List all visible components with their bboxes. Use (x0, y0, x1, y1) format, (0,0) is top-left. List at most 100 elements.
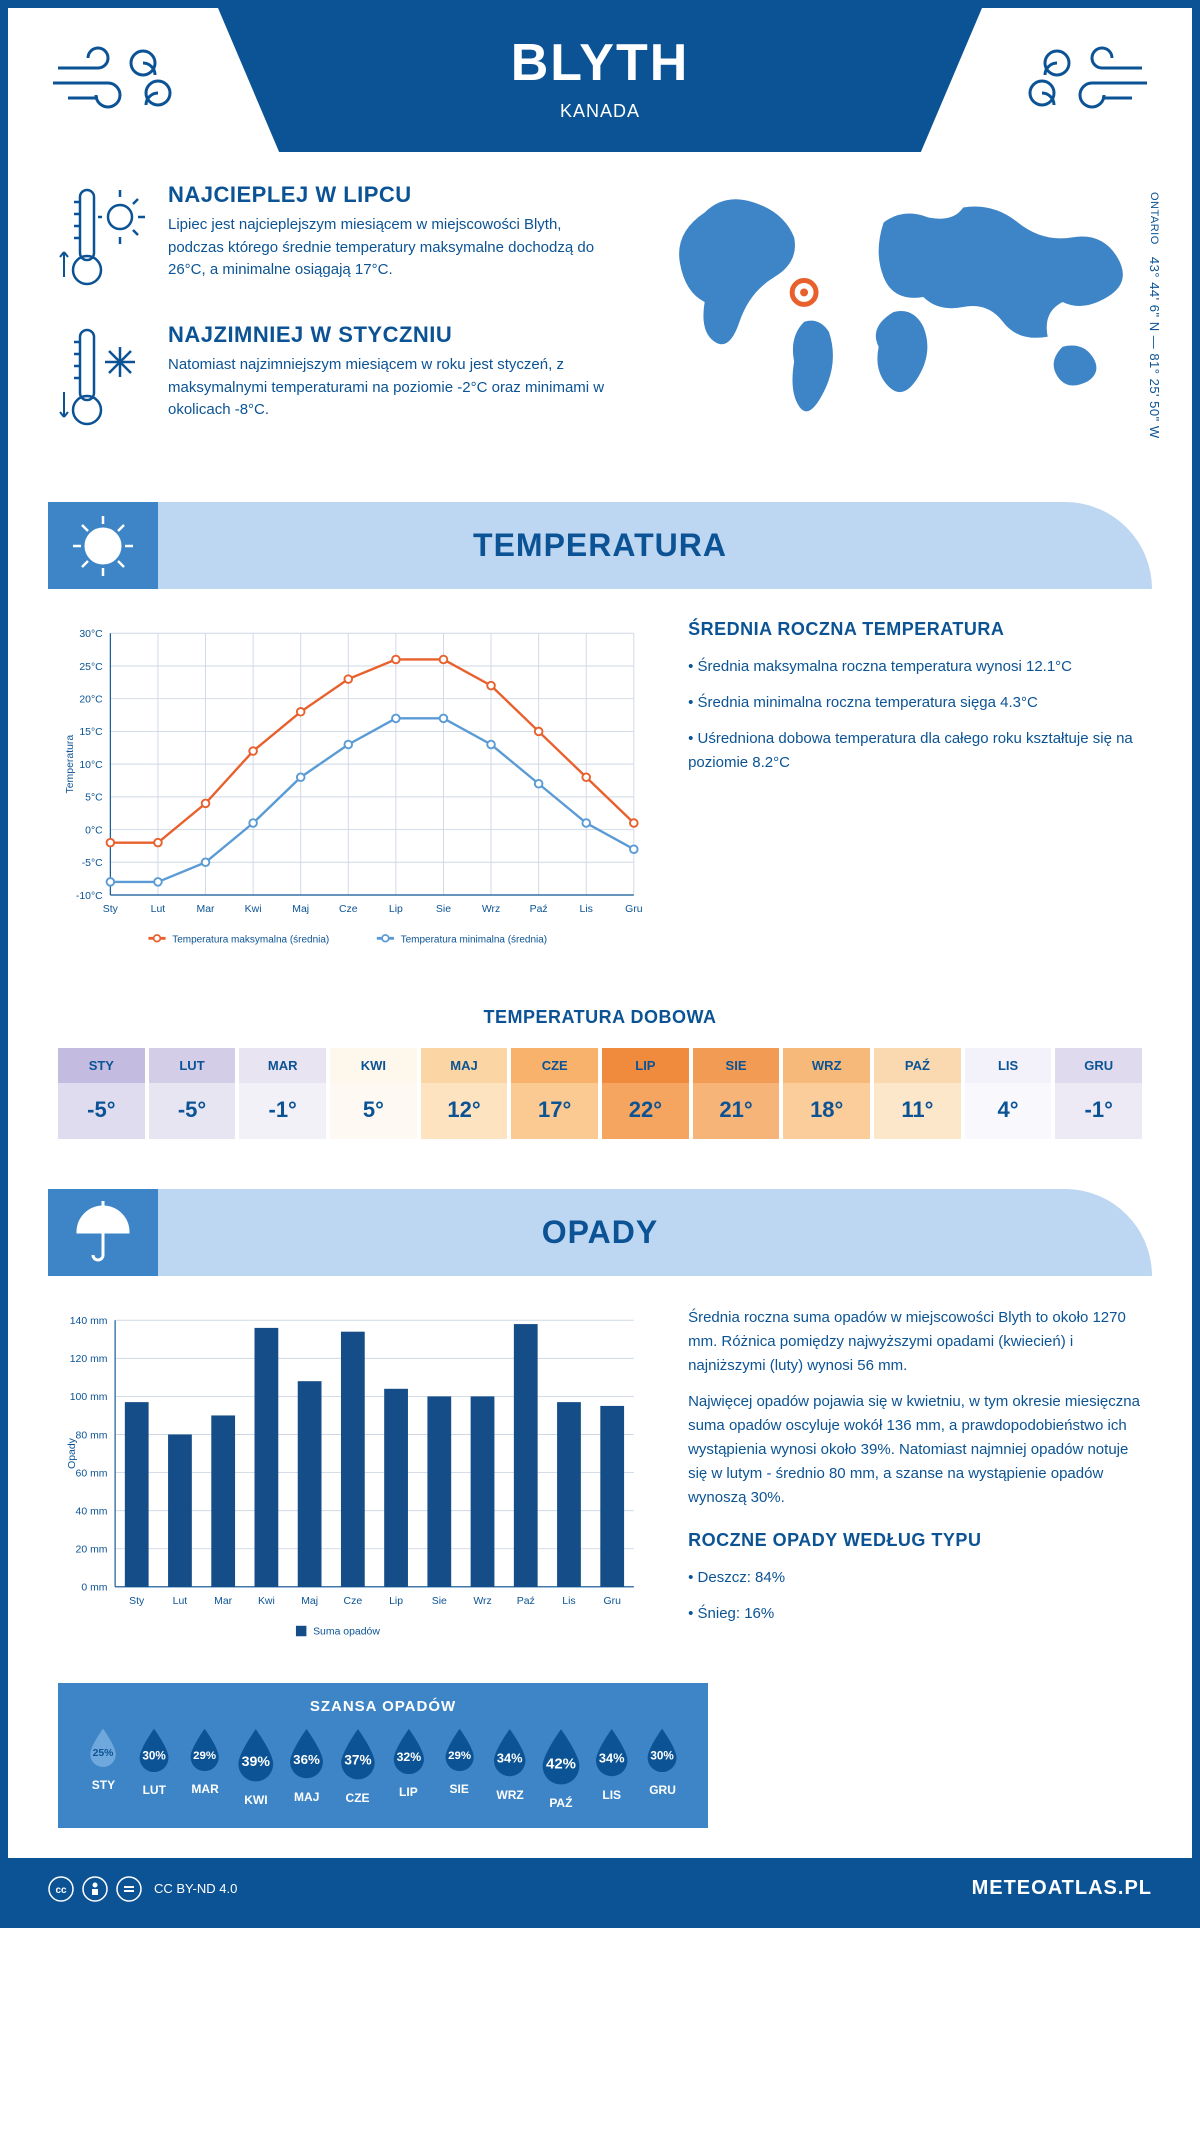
svg-text:Kwi: Kwi (245, 904, 262, 915)
svg-text:Lut: Lut (173, 1596, 188, 1607)
rain-type-2: • Śnieg: 16% (688, 1602, 1142, 1626)
rain-bar-chart: 0 mm20 mm40 mm60 mm80 mm100 mm120 mm140 … (58, 1306, 648, 1649)
rain-section-head: OPADY (48, 1189, 1152, 1276)
wind-icon-left (48, 28, 188, 128)
rain-prob-cell: 34% LIS (586, 1727, 637, 1810)
svg-text:Cze: Cze (339, 904, 358, 915)
rain-prob-cell: 30% GRU (637, 1727, 688, 1810)
svg-text:29%: 29% (194, 1750, 217, 1762)
rain-side-p1: Średnia roczna suma opadów w miejscowośc… (688, 1306, 1142, 1378)
temperature-line-chart: -10°C-5°C0°C5°C10°C15°C20°C25°C30°CStyLu… (58, 619, 648, 962)
svg-text:Mar: Mar (214, 1596, 233, 1607)
page-subtitle: KANADA (278, 101, 922, 122)
footer: cc CC BY-ND 4.0 METEOATLAS.PL (8, 1858, 1192, 1920)
svg-text:Kwi: Kwi (258, 1596, 275, 1607)
raindrop-icon: 29% (187, 1727, 222, 1771)
raindrop-icon: 32% (390, 1727, 428, 1774)
rain-type-title: ROCZNE OPADY WEDŁUG TYPU (688, 1530, 1142, 1551)
svg-text:0°C: 0°C (85, 825, 103, 836)
raindrop-icon: 34% (490, 1727, 529, 1776)
raindrop-icon: 29% (442, 1727, 477, 1771)
cold-title: NAJZIMNIEJ W STYCZNIU (168, 322, 605, 348)
svg-text:Sty: Sty (129, 1596, 145, 1607)
svg-text:cc: cc (55, 1885, 67, 1896)
umbrella-icon (68, 1197, 138, 1267)
svg-text:120 mm: 120 mm (70, 1354, 108, 1365)
daily-temp-cell: GRU-1° (1055, 1048, 1142, 1139)
rain-prob-cell: 25% STY (78, 1727, 129, 1810)
temperature-side: ŚREDNIA ROCZNA TEMPERATURA • Średnia mak… (688, 619, 1142, 967)
svg-text:30°C: 30°C (79, 629, 103, 640)
rain-title: OPADY (48, 1214, 1152, 1251)
temp-side-p1: • Średnia maksymalna roczna temperatura … (688, 655, 1142, 679)
raindrop-icon: 34% (592, 1727, 631, 1776)
sun-icon (68, 511, 138, 581)
svg-text:140 mm: 140 mm (70, 1316, 108, 1327)
daily-temp-cell: LUT-5° (149, 1048, 236, 1139)
daily-temp-cell: CZE17° (511, 1048, 598, 1139)
daily-temp-cell: WRZ18° (783, 1048, 870, 1139)
rain-prob-cell: 36% MAJ (281, 1727, 332, 1810)
license-text: CC BY-ND 4.0 (154, 1881, 237, 1896)
raindrop-icon: 42% (538, 1727, 584, 1785)
svg-text:Maj: Maj (301, 1596, 318, 1607)
temp-side-p3: • Uśredniona dobowa temperatura dla całe… (688, 727, 1142, 775)
warm-block: NAJCIEPLEJ W LIPCU Lipiec jest najcieple… (58, 182, 605, 292)
svg-text:Gru: Gru (625, 904, 643, 915)
svg-text:Lis: Lis (580, 904, 593, 915)
svg-text:0 mm: 0 mm (81, 1582, 107, 1593)
svg-text:40 mm: 40 mm (76, 1506, 108, 1517)
svg-text:30%: 30% (651, 1750, 675, 1763)
svg-text:10°C: 10°C (79, 760, 103, 771)
svg-text:Sie: Sie (436, 904, 451, 915)
thermometer-sun-icon (58, 182, 148, 292)
temperature-chart-row: -10°C-5°C0°C5°C10°C15°C20°C25°C30°CStyLu… (8, 619, 1192, 997)
temp-side-p2: • Średnia minimalna roczna temperatura s… (688, 691, 1142, 715)
svg-text:Mar: Mar (197, 904, 216, 915)
svg-text:34%: 34% (497, 1751, 523, 1766)
svg-text:Maj: Maj (292, 904, 309, 915)
temperature-title: TEMPERATURA (48, 527, 1152, 564)
warm-title: NAJCIEPLEJ W LIPCU (168, 182, 605, 208)
svg-text:Wrz: Wrz (482, 904, 500, 915)
info-row: NAJCIEPLEJ W LIPCU Lipiec jest najcieple… (8, 152, 1192, 482)
svg-text:80 mm: 80 mm (76, 1430, 108, 1441)
svg-text:Lis: Lis (562, 1596, 575, 1607)
rain-prob-cell: 29% MAR (180, 1727, 231, 1810)
by-icon (82, 1876, 108, 1902)
svg-text:20°C: 20°C (79, 695, 103, 706)
svg-text:Suma opadów: Suma opadów (313, 1626, 380, 1637)
daily-temp-cell: LIS4° (965, 1048, 1052, 1139)
nd-icon (116, 1876, 142, 1902)
svg-text:25%: 25% (93, 1748, 114, 1759)
raindrop-icon: 30% (644, 1727, 680, 1772)
raindrop-icon: 25% (87, 1727, 119, 1767)
svg-text:60 mm: 60 mm (76, 1468, 108, 1479)
raindrop-icon: 37% (337, 1727, 379, 1779)
svg-text:-5°C: -5°C (82, 858, 103, 869)
svg-text:Sty: Sty (103, 904, 119, 915)
svg-text:42%: 42% (546, 1756, 576, 1773)
svg-text:Temperatura maksymalna (średni: Temperatura maksymalna (średnia) (172, 935, 329, 946)
svg-text:Temperatura minimalna (średnia: Temperatura minimalna (średnia) (401, 935, 548, 946)
coords-value: 43° 44' 6" N — 81° 25' 50" W (1147, 257, 1162, 439)
thermometer-snow-icon (58, 322, 148, 432)
rain-probability-box: SZANSA OPADÓW 25% STY 30% LUT 29% MAR 39… (58, 1683, 708, 1828)
daily-temp-cell: MAR-1° (239, 1048, 326, 1139)
rain-prob-cell: 39% KWI (230, 1727, 281, 1810)
svg-text:37%: 37% (344, 1753, 371, 1768)
svg-text:32%: 32% (396, 1750, 421, 1764)
svg-text:Paź: Paź (517, 1596, 535, 1607)
brand-label: METEOATLAS.PL (972, 1877, 1152, 1900)
svg-text:39%: 39% (242, 1753, 271, 1769)
rain-prob-cell: 30% LUT (129, 1727, 180, 1810)
svg-text:Wrz: Wrz (473, 1596, 491, 1607)
svg-text:5°C: 5°C (85, 793, 103, 804)
rain-type-1: • Deszcz: 84% (688, 1566, 1142, 1590)
svg-text:Paź: Paź (530, 904, 548, 915)
svg-text:36%: 36% (293, 1752, 320, 1767)
rain-side: Średnia roczna suma opadów w miejscowośc… (688, 1306, 1142, 1654)
daily-temp-title: TEMPERATURA DOBOWA (8, 1007, 1192, 1028)
svg-text:Gru: Gru (603, 1596, 621, 1607)
daily-temp-cell: KWI5° (330, 1048, 417, 1139)
